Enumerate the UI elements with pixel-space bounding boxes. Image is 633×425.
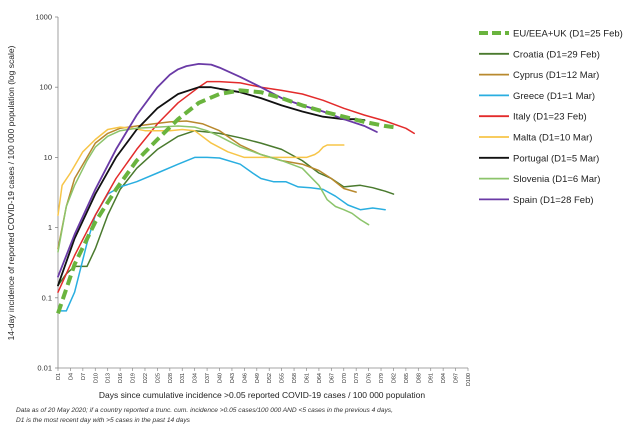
x-tick-label: D46 xyxy=(242,373,248,383)
x-tick-label: D10 xyxy=(93,373,99,383)
x-tick-labels: D1 D4 D7 D10 D13 D16 D19 D22 D25 D28 D31 D34 D37 D40 D… xyxy=(56,373,472,386)
x-tick-label: D97 xyxy=(454,373,460,383)
legend-entry-4: Italy (D1=23 Feb) xyxy=(513,112,587,123)
x-tick-label: D76 xyxy=(367,373,373,383)
x-tick-label: D1 xyxy=(56,373,62,380)
series-line-5 xyxy=(57,126,345,216)
x-tick-label: D79 xyxy=(379,373,385,383)
x-tick-label: D100 xyxy=(466,373,472,386)
x-tick-label: D31 xyxy=(180,373,186,383)
legend-entry-5: Malta (D1=10 Mar) xyxy=(513,133,592,144)
x-axis-title: Days since cumulative incidence >0.05 re… xyxy=(99,390,426,400)
y-tick-label: 1000 xyxy=(35,13,52,22)
series-line-6 xyxy=(57,86,366,287)
legend: EU/EEA+UK (D1=25 Feb) Croatia (D1=29 Feb)… xyxy=(479,29,623,206)
y-tick-label: 1 xyxy=(48,223,52,232)
x-tick-label: D70 xyxy=(342,373,348,383)
series-line-1 xyxy=(57,129,395,287)
x-tick-label: D67 xyxy=(329,373,335,383)
legend-entry-8: Spain (D1=28 Feb) xyxy=(513,195,594,206)
legend-entry-1: Croatia (D1=29 Feb) xyxy=(513,49,600,60)
x-tick-label: D91 xyxy=(429,373,435,383)
chart-series-group xyxy=(56,63,415,315)
x-tick-label: D85 xyxy=(404,373,410,383)
series-line-3 xyxy=(57,156,386,312)
x-tick-label: D25 xyxy=(155,373,161,383)
footnote-line-2: D1 is the most recent day with >5 cases … xyxy=(16,417,190,424)
x-tick-label: D37 xyxy=(205,373,211,383)
x-tick-label: D55 xyxy=(280,373,286,383)
x-tick-label: D13 xyxy=(106,373,112,383)
x-tick-label: D52 xyxy=(267,373,273,383)
x-tick-label: D16 xyxy=(118,373,124,383)
y-tick-labels: 0.01 0.1 1 10 100 1000 xyxy=(35,13,52,373)
x-tick-label: D58 xyxy=(292,373,298,383)
footnote-line-1: Data as of 20 May 2020; if a country rep… xyxy=(16,407,393,414)
legend-entry-7: Slovenia (D1=6 Mar) xyxy=(513,174,600,185)
legend-entry-6: Portugal (D1=5 Mar) xyxy=(513,153,599,164)
x-tick-label: D22 xyxy=(143,373,149,383)
series-line-2 xyxy=(57,120,357,250)
x-tick-label: D4 xyxy=(68,373,74,380)
legend-entry-0: EU/EEA+UK (D1=25 Feb) xyxy=(513,29,623,40)
x-tick-label: D88 xyxy=(416,373,422,383)
x-tick-label: D73 xyxy=(354,373,360,383)
x-tick-label: D61 xyxy=(304,373,310,383)
legend-entry-2: Cyprus (D1=12 Mar) xyxy=(513,70,599,81)
x-tick-label: D43 xyxy=(230,373,236,383)
x-tick-label: D34 xyxy=(193,373,199,383)
series-line-0 xyxy=(56,88,394,315)
series-line-4 xyxy=(57,80,415,293)
y-tick-label: 0.01 xyxy=(37,364,52,373)
y-tick-label: 10 xyxy=(44,153,52,162)
x-tick-label: D64 xyxy=(317,373,323,383)
x-tick-label: D7 xyxy=(81,373,87,380)
y-tick-label: 100 xyxy=(39,83,52,92)
series-line-7 xyxy=(57,125,370,253)
x-tick-label: D49 xyxy=(255,373,261,383)
y-tick-label: 0.1 xyxy=(42,293,52,302)
x-tick-label: D40 xyxy=(218,373,224,383)
x-tick-label: D28 xyxy=(168,373,174,383)
chart-axes xyxy=(55,16,469,371)
x-tick-label: D82 xyxy=(391,373,397,383)
y-axis-title: 14-day incidence of reported COVID-19 ca… xyxy=(6,45,16,340)
legend-entry-3: Greece (D1=1 Mar) xyxy=(513,91,595,102)
x-tick-label: D94 xyxy=(441,373,447,383)
x-tick-label: D19 xyxy=(131,373,137,383)
